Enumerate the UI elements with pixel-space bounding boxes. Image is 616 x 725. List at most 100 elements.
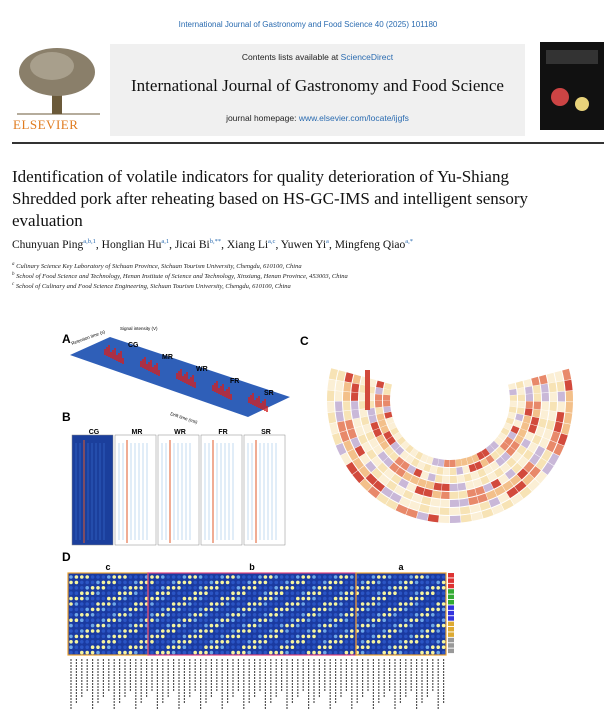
heat-dot [134, 586, 138, 590]
heat-cell [368, 414, 377, 424]
heat-cell [415, 451, 424, 460]
heat-cell [416, 511, 429, 521]
heat-dot [393, 650, 397, 655]
heat-cell [379, 440, 390, 451]
author-affiliation-mark: b,** [209, 238, 222, 245]
heat-dot [306, 602, 311, 606]
heat-dot [134, 634, 138, 639]
heat-dot [317, 618, 322, 622]
panel-label: A [62, 332, 71, 346]
heat-dot [96, 602, 100, 606]
heat-cell [487, 471, 498, 482]
group-label: FR [230, 378, 239, 385]
heat-cell [459, 506, 471, 515]
heat-dot [128, 634, 133, 639]
heat-dot [166, 607, 170, 612]
heat-dot [360, 640, 365, 644]
heat-cell [517, 428, 527, 438]
heat-dot [188, 602, 192, 606]
heat-cell [440, 499, 450, 508]
heat-dot [382, 586, 387, 590]
heat-dot [377, 591, 381, 595]
heat-dot [279, 645, 284, 649]
heat-cell [352, 470, 365, 484]
heat-dot [90, 586, 95, 590]
heat-dot [323, 580, 327, 585]
separator: , [169, 238, 173, 251]
heat-dot [134, 640, 138, 644]
heat-dot [182, 591, 187, 595]
heat-cell [525, 401, 533, 409]
heat-dot [193, 607, 197, 612]
heat-dot [96, 607, 100, 612]
heat-dot [344, 613, 349, 617]
heat-dot [296, 629, 300, 633]
heat-dot [128, 580, 133, 585]
heat-dot [204, 580, 208, 585]
heat-dot [420, 580, 424, 585]
heat-cell [375, 407, 384, 415]
heat-cell [440, 491, 450, 499]
heat-dot [371, 634, 376, 639]
heat-dot [420, 640, 424, 644]
heat-dot [171, 623, 176, 628]
heat-dot [96, 618, 100, 622]
heat-dot [204, 596, 208, 601]
heat-cell [472, 478, 483, 488]
heat-cell [532, 434, 542, 445]
heat-dot [134, 629, 138, 633]
heat-dot [285, 640, 289, 644]
heat-dot [209, 645, 214, 649]
sciencedirect-link[interactable]: ScienceDirect [340, 52, 394, 62]
heat-dot [431, 613, 435, 617]
heat-dot [231, 602, 235, 606]
heat-cell [386, 436, 396, 446]
heat-dot [193, 618, 197, 622]
heat-dot [193, 580, 197, 585]
heat-dot [306, 607, 311, 612]
heat-cell [546, 440, 557, 453]
heat-dot [274, 629, 279, 633]
heat-cell [359, 453, 371, 465]
heat-cell [427, 473, 436, 482]
heat-dot [339, 623, 343, 628]
heat-dot [306, 618, 311, 622]
heat-dot [398, 586, 403, 590]
heat-dot [155, 575, 160, 579]
heat-cell [393, 432, 403, 441]
heat-dot [182, 650, 187, 655]
heat-dot [231, 634, 235, 639]
heat-dot [252, 645, 257, 649]
heat-dot [139, 623, 143, 628]
heat-dot [436, 640, 441, 644]
heat-dot [279, 607, 284, 612]
heat-dot [425, 613, 430, 617]
heat-dot [198, 629, 203, 633]
homepage-link[interactable]: www.elsevier.com/locate/ijgfs [298, 113, 409, 123]
heat-dot [360, 596, 365, 601]
heat-dot [236, 623, 241, 628]
heat-dot [225, 645, 230, 649]
heat-dot [312, 650, 316, 655]
heat-cell [389, 492, 402, 503]
heat-dot [425, 575, 430, 579]
heat-dot [74, 602, 79, 606]
group-label: WR [174, 429, 186, 436]
heat-dot [139, 586, 143, 590]
heat-dot [414, 575, 419, 579]
heat-dot [366, 591, 370, 595]
heat-dot [263, 650, 268, 655]
heat-cell [411, 493, 423, 503]
heat-dot [269, 580, 273, 585]
heat-dot [409, 586, 414, 590]
heat-dot [398, 640, 403, 644]
heat-cell [327, 412, 337, 424]
heat-dot [387, 586, 392, 590]
heat-cell [511, 462, 523, 474]
heat-cell [459, 498, 469, 507]
heat-dot [344, 618, 349, 622]
heat-dot [225, 580, 230, 585]
heat-dot [377, 634, 381, 639]
heat-dot [274, 607, 279, 612]
heat-dot [134, 645, 138, 649]
